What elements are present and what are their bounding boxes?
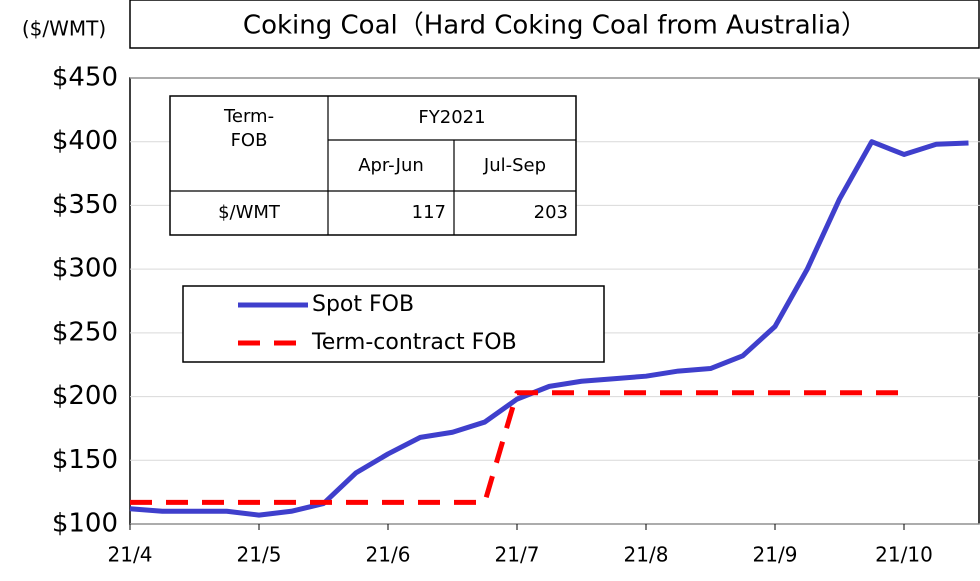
table-row-header: Term-FOB bbox=[223, 106, 274, 151]
y-tick-label: $200 bbox=[52, 381, 118, 411]
x-tick-label: 21/6 bbox=[366, 543, 411, 567]
table-bg bbox=[169, 95, 577, 236]
x-tick-label: 21/9 bbox=[753, 543, 798, 567]
y-tick-label: $400 bbox=[52, 126, 118, 156]
table-value: 203 bbox=[534, 202, 568, 223]
y-tick-label: $300 bbox=[52, 254, 118, 284]
table-group: FY2021 bbox=[418, 107, 485, 128]
table-row-label: $/WMT bbox=[218, 202, 281, 223]
series-line bbox=[129, 139, 969, 518]
x-tick-label: 21/4 bbox=[108, 543, 153, 567]
title-box bbox=[129, 0, 980, 49]
legend-label: Spot FOB bbox=[312, 292, 414, 317]
series-line bbox=[130, 390, 904, 505]
table-value: 117 bbox=[412, 202, 446, 223]
legend-box bbox=[182, 285, 605, 363]
x-tick-label: 21/8 bbox=[624, 543, 669, 567]
y-tick-label: $150 bbox=[52, 445, 118, 475]
y-tick-label: $450 bbox=[52, 63, 118, 93]
table-col: Jul-Sep bbox=[483, 155, 546, 176]
y-tick-label: $250 bbox=[52, 317, 118, 347]
table-col: Apr-Jun bbox=[358, 155, 424, 176]
y-tick-label: $350 bbox=[52, 190, 118, 220]
chart-title: Coking Coal（Hard Coking Coal from Austra… bbox=[243, 11, 867, 41]
unit-label: ($/WMT) bbox=[22, 17, 106, 41]
legend-label: Term-contract FOB bbox=[311, 330, 517, 355]
x-tick-label: 21/7 bbox=[495, 543, 540, 567]
x-tick-label: 21/10 bbox=[875, 543, 933, 567]
x-tick-label: 21/5 bbox=[237, 543, 282, 567]
y-tick-label: $100 bbox=[52, 509, 118, 539]
